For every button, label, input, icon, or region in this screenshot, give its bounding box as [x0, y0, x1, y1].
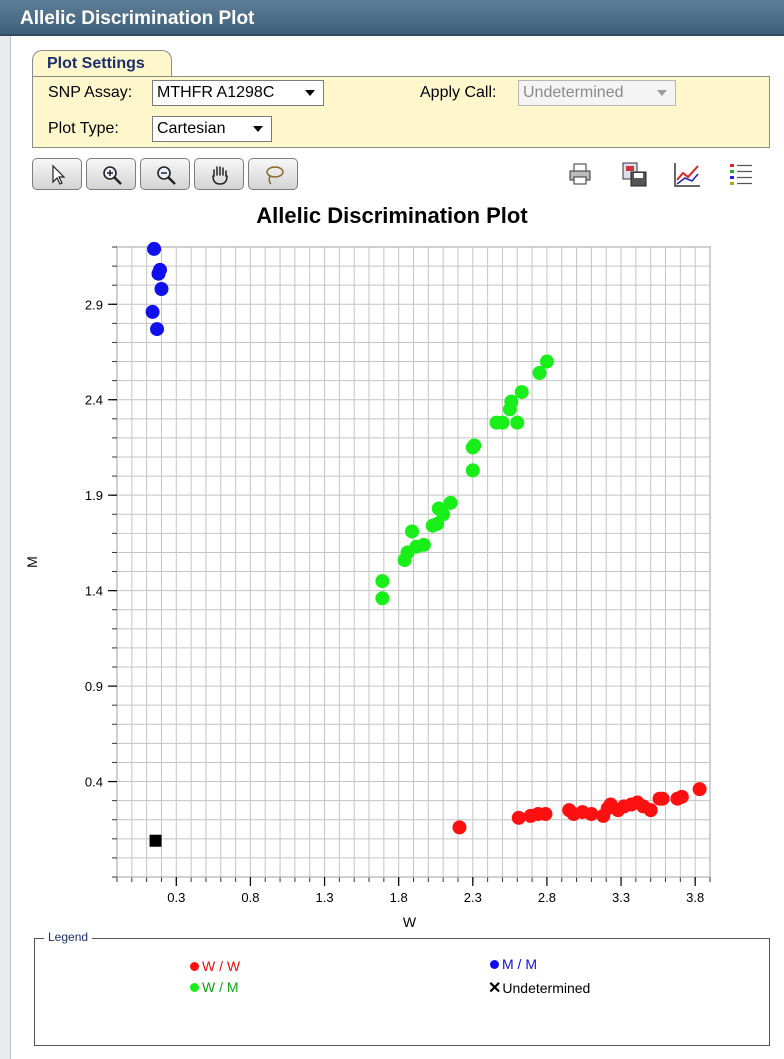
window-frame — [0, 36, 11, 1059]
point-undetermined — [149, 834, 162, 847]
point-m-m — [145, 304, 160, 319]
chart-title: Allelic Discrimination Plot — [256, 203, 528, 228]
point-w-m — [443, 495, 458, 510]
chevron-down-icon[interactable] — [649, 81, 675, 105]
chevron-down-icon[interactable] — [297, 81, 323, 105]
green-dot-icon — [190, 983, 199, 992]
y-tick-label: 2.9 — [85, 297, 103, 312]
y-tick-label: 0.4 — [85, 775, 103, 790]
save-image-icon — [622, 162, 647, 187]
point-w-w — [692, 782, 707, 797]
x-tick-label: 0.8 — [241, 890, 259, 905]
print-button[interactable] — [566, 160, 596, 190]
snp-assay-label: SNP Assay: — [48, 84, 133, 101]
point-m-m — [147, 241, 162, 256]
allelic-scatter-plot[interactable]: 0.3 0.8 1.3 1.8 2.3 2.8 3.3 3.8 0.4 0.9 1.4 1.9 2.4 2… — [0, 230, 784, 930]
print-icon — [569, 163, 591, 185]
snp-assay-select[interactable]: MTHFR A1298C — [152, 80, 324, 106]
zoom-in-icon — [103, 166, 122, 185]
point-m-m — [151, 266, 166, 281]
x-mark-icon: ✕ — [488, 980, 502, 997]
point-w-w — [511, 810, 526, 825]
x-tick-label: 3.3 — [612, 890, 630, 905]
pan-hand-icon — [212, 166, 228, 185]
legend-label-ww: W / W — [202, 958, 241, 974]
x-tick-label: 2.8 — [538, 890, 556, 905]
apply-call-value: Undetermined — [523, 84, 624, 101]
point-w-m — [375, 574, 390, 589]
window-titlebar: Allelic Discrimination Plot — [0, 0, 784, 36]
legend-label-wm: W / M — [202, 979, 239, 995]
zoom-in-button[interactable] — [86, 158, 136, 190]
legend-item-wm: W / M — [190, 979, 239, 995]
point-w-m — [375, 591, 390, 606]
y-tick-label: 2.4 — [85, 393, 103, 408]
point-m-m — [154, 282, 169, 296]
lasso-button[interactable] — [248, 158, 298, 190]
point-w-m — [495, 415, 510, 430]
select-arrow-button[interactable] — [32, 158, 82, 190]
point-w-w — [643, 803, 658, 818]
point-w-m — [467, 438, 482, 453]
apply-call-label: Apply Call: — [420, 84, 497, 101]
point-w-w — [538, 807, 553, 821]
y-tick-label: 1.9 — [85, 488, 103, 503]
point-w-m — [504, 394, 519, 409]
x-tick-label: 2.3 — [464, 890, 482, 905]
legend-item-undetermined: ✕Undetermined — [488, 978, 590, 998]
point-w-w — [452, 820, 467, 835]
red-dot-icon — [190, 962, 199, 971]
point-w-w — [584, 807, 599, 821]
point-w-m — [405, 524, 420, 539]
plot-type-label: Plot Type: — [48, 120, 119, 137]
legend-item-mm: M / M — [490, 956, 537, 972]
blue-dot-icon — [490, 960, 499, 969]
select-arrow-icon — [52, 164, 66, 185]
x-tick-label: 1.3 — [316, 890, 334, 905]
y-axis-label: M — [24, 556, 40, 568]
legend-list-icon — [730, 164, 752, 185]
chevron-down-icon[interactable] — [245, 117, 271, 141]
plot-type-value: Cartesian — [157, 120, 226, 137]
point-w-m — [416, 537, 431, 552]
tab-plot-settings[interactable]: Plot Settings — [32, 50, 172, 78]
window-title: Allelic Discrimination Plot — [20, 8, 255, 29]
legend-list-button[interactable] — [726, 160, 756, 190]
plot-type-select[interactable]: Cartesian — [152, 116, 272, 142]
line-chart-icon — [674, 163, 700, 187]
point-w-m — [510, 415, 525, 430]
legend-item-ww: W / W — [190, 958, 240, 974]
zoom-out-icon — [157, 166, 176, 185]
y-tick-label: 1.4 — [85, 584, 103, 599]
tab-plot-settings-label: Plot Settings — [47, 55, 145, 72]
point-m-m — [150, 322, 165, 337]
save-image-button[interactable] — [620, 160, 650, 190]
x-axis-label: W — [403, 914, 417, 930]
point-w-m — [532, 366, 547, 380]
x-tick-label: 0.3 — [167, 890, 185, 905]
lasso-icon — [266, 166, 284, 185]
legend-title: Legend — [44, 930, 93, 944]
apply-call-select[interactable]: Undetermined — [518, 80, 676, 106]
pan-hand-button[interactable] — [194, 158, 244, 190]
legend-box — [34, 938, 770, 1046]
point-w-w — [655, 791, 670, 806]
point-w-m — [539, 354, 554, 369]
snp-assay-value: MTHFR A1298C — [157, 84, 275, 101]
zoom-out-button[interactable] — [140, 158, 190, 190]
legend-label-undetermined: Undetermined — [502, 980, 591, 996]
legend-label-mm: M / M — [502, 956, 537, 972]
point-w-w — [674, 789, 689, 804]
point-w-m — [465, 463, 480, 478]
x-tick-label: 3.8 — [686, 890, 704, 905]
y-tick-label: 0.9 — [85, 679, 103, 694]
point-w-m — [514, 385, 529, 400]
point-w-m — [436, 507, 451, 522]
x-tick-label: 1.8 — [390, 890, 408, 905]
line-chart-button[interactable] — [672, 160, 702, 190]
